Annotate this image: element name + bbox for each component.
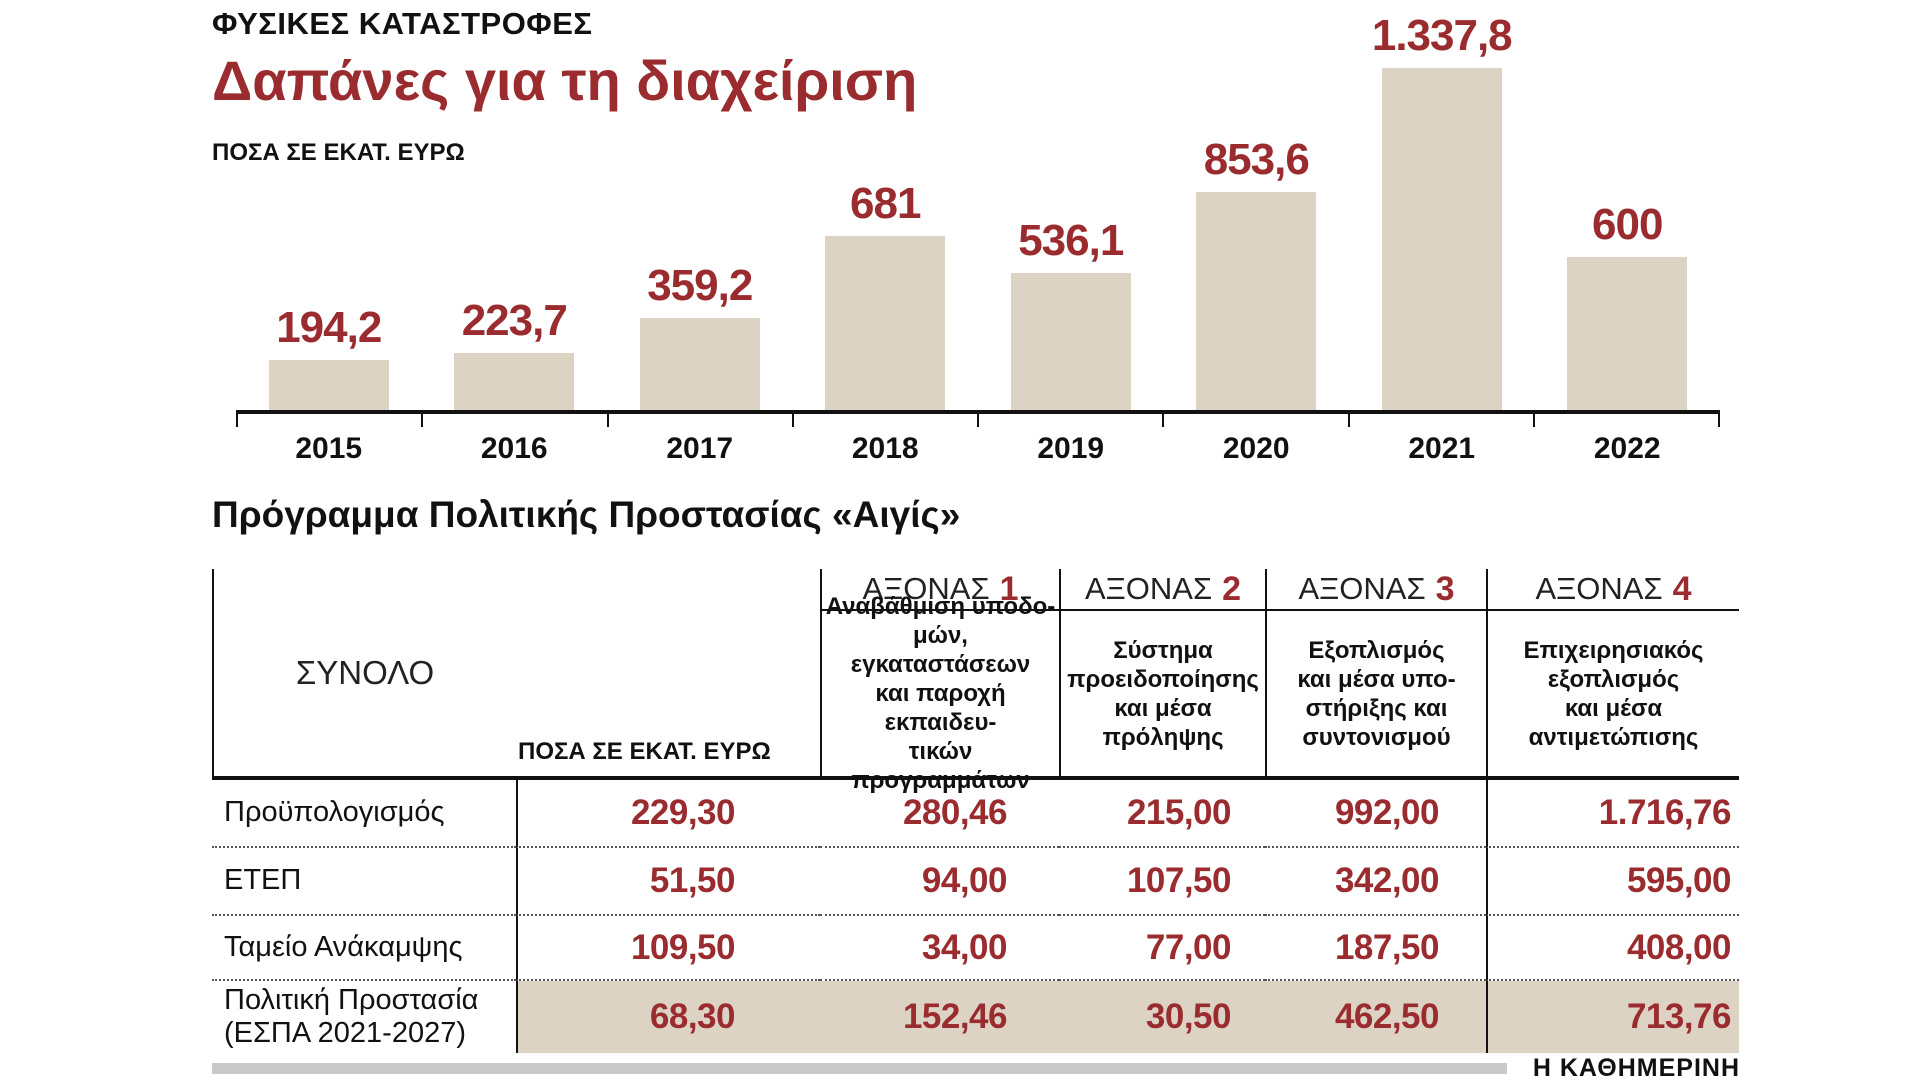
x-axis-tick [1535, 414, 1720, 427]
bar-chart: 194,2 223,7 359,2 681 536,1 853,6 1.337,8 600 2… [236, 0, 1720, 466]
axis-number-label: 4 [1672, 569, 1692, 608]
table-total-value: 713,76 [1486, 981, 1739, 1053]
brand-logo: Η ΚΑΘΗΜΕΡΙΝΗ [1532, 1054, 1740, 1080]
table-value: 187,50 [1265, 916, 1486, 981]
bar [454, 352, 575, 410]
table-total-value: 408,00 [1486, 916, 1739, 981]
table-value: 280,46 [820, 780, 1059, 848]
axis-word-label: ΑΞΟΝΑΣ [1535, 571, 1663, 606]
x-axis-year-label: 2015 [295, 432, 363, 465]
total-column-header: ΣΥΝΟΛΟ [212, 569, 516, 780]
table-corner-cell [516, 569, 820, 611]
chart-unit-label: ΠΟΣΑ ΣΕ ΕΚΑΤ. ΕΥΡΩ [212, 138, 465, 166]
x-axis-tick [1350, 414, 1535, 427]
chart-column: 359,2 [607, 264, 793, 410]
chart-column: 1.337,8 [1349, 14, 1535, 410]
axis-description: Εξοπλισμός και μέσα υπο- στήριξης και συ… [1265, 611, 1486, 780]
x-axis-tick [1164, 414, 1350, 427]
row-label: Προϋπολογισμός [212, 780, 516, 848]
chart-column: 600 [1535, 199, 1721, 410]
axis-description: Σύστημα προειδοποίησης και μέσα πρόληψης [1059, 611, 1265, 780]
bar [1567, 256, 1688, 410]
bar [1196, 191, 1317, 410]
row-label: Πολιτική Προστασία (ΕΣΠΑ 2021-2027) [224, 983, 479, 1049]
row-label: Ταμείο Ανάκαμψης [212, 916, 516, 981]
table-value: 229,30 [516, 780, 820, 848]
chart-column: 536,1 [978, 215, 1164, 410]
table-value: 462,50 [1265, 981, 1486, 1053]
bar [1381, 68, 1502, 410]
axis-header: ΑΞΟΝΑΣ 4 [1486, 569, 1739, 611]
table-total-value: 1.716,76 [1486, 780, 1739, 848]
table-value: 34,00 [820, 916, 1059, 981]
chart-header: ΦΥΣΙΚΕΣ ΚΑΤΑΣΤΡΟΦΕΣ Δαπάνες για τη διαχε… [212, 6, 917, 167]
table-value: 107,50 [1059, 848, 1265, 916]
bar [268, 360, 389, 410]
x-axis-labels: 2015 2016 2017 2018 2019 2020 2021 2022 [236, 432, 1720, 466]
bar-value-label: 223,7 [461, 295, 568, 345]
table-value: 109,50 [516, 916, 820, 981]
axis-number-label: 2 [1222, 569, 1242, 608]
x-axis-tick [609, 414, 794, 427]
table-value: 68,30 [516, 981, 820, 1053]
bar-value-label: 536,1 [1018, 215, 1124, 265]
bar-value-label: 600 [1592, 199, 1663, 249]
chart-column: 681 [793, 178, 979, 410]
axis-header: ΑΞΟΝΑΣ 2 [1059, 569, 1265, 611]
bar-value-label: 853,6 [1203, 134, 1310, 184]
table-value: 30,50 [1059, 981, 1265, 1053]
footer: Η ΚΑΘΗΜΕΡΙΝΗ [212, 1054, 1740, 1080]
axis-number-label: 3 [1435, 569, 1455, 608]
table-value: 342,00 [1265, 848, 1486, 916]
bar [1010, 272, 1131, 410]
table-value: 992,00 [1265, 780, 1486, 848]
table-value: 77,00 [1059, 916, 1265, 981]
bar-value-label: 359,2 [647, 261, 753, 311]
program-table: ΑΞΟΝΑΣ 1 ΑΞΟΝΑΣ 2 ΑΞΟΝΑΣ 3 ΑΞΟΝΑΣ 4 ΣΥΝΟΛΟ ΠΟΣΑ Σ… [212, 569, 1739, 1053]
bar [639, 318, 760, 410]
axis-word-label: ΑΞΟΝΑΣ [862, 571, 990, 606]
x-axis-year-label: 2021 [1408, 432, 1476, 465]
bar-value-label: 194,2 [276, 303, 382, 353]
chart-plot: 194,2 223,7 359,2 681 536,1 853,6 1.337,8 600 [236, 0, 1720, 414]
table-value: 152,46 [820, 981, 1059, 1053]
axis-number-label: 1 [999, 569, 1019, 608]
kicker: ΦΥΣΙΚΕΣ ΚΑΤΑΣΤΡΟΦΕΣ [212, 6, 593, 41]
x-axis-year-label: 2016 [480, 432, 548, 465]
chart-column: 853,6 [1164, 134, 1350, 410]
chart-title: Δαπάνες για τη διαχείριση [212, 49, 918, 112]
x-axis-tick [238, 414, 424, 427]
table-title: Πρόγραμμα Πολιτικής Προστασίας «Αιγίς» [212, 494, 961, 535]
table-value: 51,50 [516, 848, 820, 916]
table-total-value: 595,00 [1486, 848, 1739, 916]
x-axis-tick [979, 414, 1165, 427]
table-value: 215,00 [1059, 780, 1265, 848]
x-axis-year-label: 2022 [1593, 432, 1661, 465]
chart-column: 223,7 [422, 295, 608, 410]
axis-description: Αναβάθμιση υποδο- μών, εγκαταστάσεων και… [820, 593, 1059, 794]
x-axis-year-label: 2018 [851, 432, 919, 465]
x-axis-year-label: 2019 [1037, 432, 1105, 465]
table-unit-label: ΠΟΣΑ ΣΕ ΕΚΑΤ. ΕΥΡΩ [516, 611, 820, 780]
x-axis-tick [423, 414, 609, 427]
x-axis-tick [794, 414, 979, 427]
bar-value-label: 1.337,8 [1371, 11, 1513, 60]
axis-header: ΑΞΟΝΑΣ 3 [1265, 569, 1486, 611]
x-axis-year-label: 2017 [666, 432, 734, 465]
row-label: ΕΤΕΠ [212, 848, 516, 916]
bar [825, 235, 946, 410]
chart-column: 194,2 [236, 306, 422, 410]
bar-value-label: 681 [850, 178, 921, 228]
x-axis-year-label: 2020 [1222, 432, 1290, 465]
axis-description: Επιχειρησιακός εξοπλισμός και μέσα αντιμ… [1486, 611, 1739, 780]
footer-divider [212, 1063, 1507, 1074]
axis-header: ΑΞΟΝΑΣ 1 [820, 569, 1059, 611]
x-axis-ticks [236, 414, 1720, 427]
axis-word-label: ΑΞΟΝΑΣ [1298, 571, 1426, 606]
table-value: 94,00 [820, 848, 1059, 916]
axis-word-label: ΑΞΟΝΑΣ [1084, 571, 1213, 606]
